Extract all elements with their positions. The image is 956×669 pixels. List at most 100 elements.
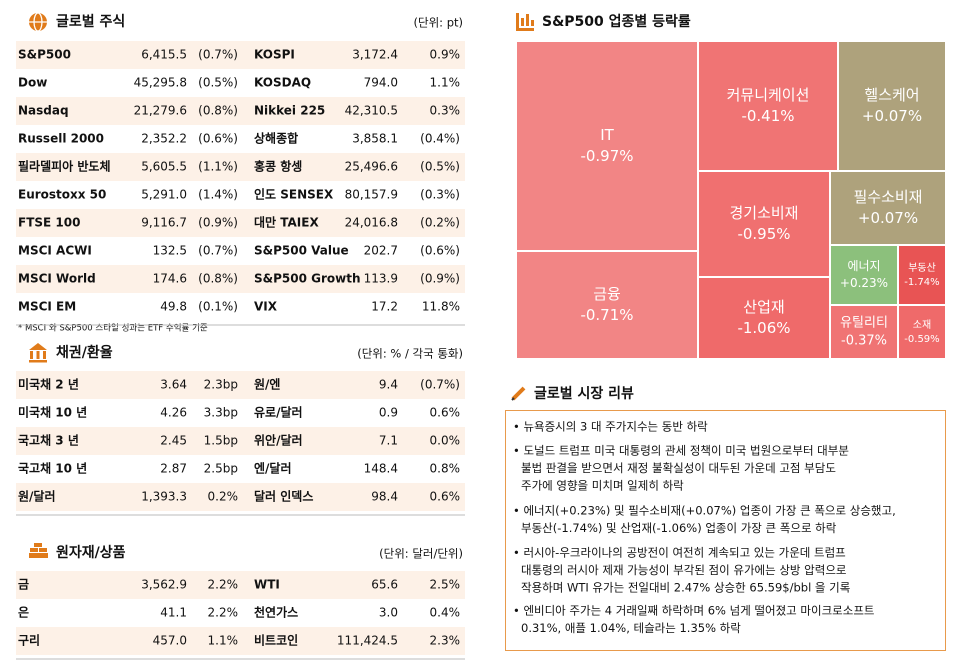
value: 3.64 — [160, 378, 187, 392]
value: 98.4 — [371, 490, 398, 504]
review-line: • 러시아-우크라이나의 공방전이 여전히 계속되고 있는 가운데 트럼프 — [513, 546, 846, 560]
name: 대만 TAIEX — [254, 215, 319, 230]
name: Nasdaq — [18, 104, 69, 118]
change: 2.5bp — [204, 462, 238, 476]
change: (1.1%) — [198, 160, 238, 174]
tile-value: -0.95% — [737, 225, 790, 243]
name: Eurostoxx 50 — [18, 188, 106, 202]
name: 원/엔 — [254, 377, 280, 392]
review-line: • 뉴욕증시의 3 대 주가지수는 동반 하락 — [513, 420, 708, 434]
name: 비트코인 — [254, 633, 298, 648]
tile-value: +0.07% — [862, 107, 922, 125]
name: 미국채 2 년 — [18, 377, 79, 392]
value: 4.26 — [160, 406, 187, 420]
tile — [899, 306, 945, 358]
name: 미국채 10 년 — [18, 405, 87, 420]
bank-icon — [29, 343, 47, 363]
tile-label: 금융 — [593, 285, 621, 303]
section-title: 원자재/상품 — [56, 545, 126, 561]
tile — [699, 172, 829, 276]
tile — [839, 42, 945, 170]
value: 5,291.0 — [141, 188, 187, 202]
change: 2.2% — [208, 606, 239, 620]
name: 엔/달러 — [254, 461, 292, 476]
section-title: S&P500 업종별 등락률 — [542, 13, 691, 30]
value: 3,858.1 — [352, 132, 398, 146]
tile — [517, 252, 697, 358]
review-line: • 도널드 트럼프 미국 대통령의 관세 정책이 미국 법원으로부터 대부분 — [513, 444, 849, 458]
name: Russell 2000 — [18, 132, 104, 146]
change: (0.9%) — [420, 272, 460, 286]
value: 457.0 — [153, 634, 187, 648]
value: 45,295.8 — [134, 76, 187, 90]
change: 2.2% — [208, 578, 239, 592]
name: S&P500 Growth — [254, 272, 361, 286]
row-bg — [16, 41, 465, 69]
change: (0.8%) — [198, 104, 238, 118]
change: (0.2%) — [420, 216, 460, 230]
change: 0.4% — [430, 606, 461, 620]
value: 111,424.5 — [337, 634, 398, 648]
change: (0.7%) — [198, 48, 238, 62]
value: 2.45 — [160, 434, 187, 448]
globe-icon — [29, 12, 47, 32]
change: 0.6% — [430, 406, 461, 420]
value: 41.1 — [160, 606, 187, 620]
name: Dow — [18, 76, 47, 90]
value: 113.9 — [364, 272, 398, 286]
row-bg — [16, 209, 465, 237]
value: 0.9 — [379, 406, 398, 420]
name: WTI — [254, 578, 280, 592]
row-bg — [16, 571, 465, 599]
value: 132.5 — [153, 244, 187, 258]
tile — [899, 246, 945, 304]
name: MSCI World — [18, 272, 96, 286]
name: 국고채 3 년 — [18, 433, 79, 448]
change: 0.0% — [430, 434, 461, 448]
change: (0.5%) — [420, 160, 460, 174]
change: 0.6% — [430, 490, 461, 504]
name: 상해종합 — [254, 131, 298, 146]
review-line: 불법 판결을 받으면서 재정 불확실성이 대두된 가운데 고점 부담도 — [521, 461, 836, 475]
section-title: 글로벌 시장 리뷰 — [534, 385, 634, 402]
value: 5,605.5 — [141, 160, 187, 174]
tile — [831, 172, 945, 244]
change: (0.9%) — [198, 216, 238, 230]
name: 필라델피아 반도체 — [18, 159, 111, 174]
change: (0.5%) — [198, 76, 238, 90]
pen-icon — [511, 386, 526, 401]
change: 1.1% — [208, 634, 239, 648]
name: 구리 — [18, 633, 40, 648]
tile-label: 커뮤니케이션 — [727, 86, 810, 104]
value: 49.8 — [160, 300, 187, 314]
row-bg — [16, 483, 465, 511]
name: KOSDAQ — [254, 76, 311, 90]
value: 1,393.3 — [141, 490, 187, 504]
change: 0.9% — [430, 48, 461, 62]
name: Nikkei 225 — [254, 104, 325, 118]
change: 2.3bp — [204, 378, 238, 392]
name: 국고채 10 년 — [18, 461, 87, 476]
tile-value: -1.06% — [737, 319, 790, 337]
tile — [699, 278, 829, 358]
change: 1.5bp — [204, 434, 238, 448]
tile-label: 유틸리티 — [840, 315, 888, 330]
value: 9.4 — [379, 378, 398, 392]
change: 0.3% — [430, 104, 461, 118]
review-line: 작용하며 WTI 유가는 전일대비 2.47% 상승한 65.59$/bbl 을… — [521, 581, 850, 595]
tile-value: -0.41% — [741, 107, 794, 125]
value: 21,279.6 — [134, 104, 187, 118]
chart-icon — [516, 13, 534, 31]
review-line: • 엔비디아 주가는 4 거래일째 하락하며 6% 넘게 떨어졌고 마이크로소프… — [513, 604, 874, 618]
change: 0.2% — [208, 490, 239, 504]
name: FTSE 100 — [18, 216, 80, 230]
value: 6,415.5 — [141, 48, 187, 62]
section-title: 채권/환율 — [56, 344, 113, 361]
unit: (단위: % / 각국 통화) — [357, 347, 463, 361]
name: 천연가스 — [254, 605, 298, 620]
change: (1.4%) — [198, 188, 238, 202]
tile-value: +0.07% — [858, 209, 918, 227]
tile-value: -0.59% — [904, 334, 939, 345]
unit: (단위: pt) — [414, 16, 463, 30]
